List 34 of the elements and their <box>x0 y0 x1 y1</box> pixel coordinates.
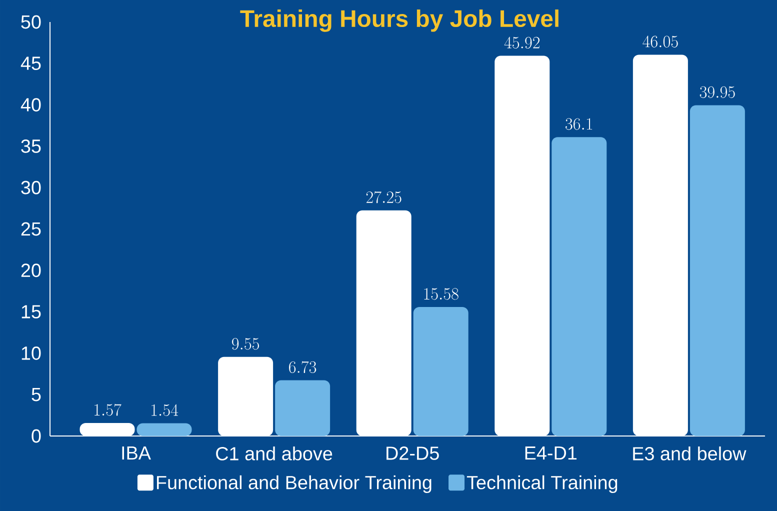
data-label: 1 .54 <box>152 404 178 416</box>
y-tick-label: 5 <box>32 388 41 402</box>
bar <box>275 380 330 436</box>
data-label: 6.73 <box>289 361 316 374</box>
y-tick-label: 50 <box>21 15 41 29</box>
y-tick-label: 20 <box>21 264 41 278</box>
bar <box>136 423 192 436</box>
x-tick-label: IBA <box>122 446 151 460</box>
y-tick-label: 45 <box>20 56 41 70</box>
x-tick-label: C1 and above <box>216 446 332 460</box>
data-label: 9.55 <box>232 338 260 350</box>
chart-title: Training Hours by Job Level <box>240 9 558 32</box>
x-tick-label: E4-D1 <box>525 446 577 460</box>
data-label: 45.92 <box>504 36 540 49</box>
legend-label: Technical Training <box>466 475 618 493</box>
y-tick-label: 35 <box>21 139 41 153</box>
y-tick-label: 25 <box>21 222 41 236</box>
y-tick-label: 0 <box>32 429 41 443</box>
bar <box>690 105 745 436</box>
data-label: 27.25 <box>366 191 402 204</box>
y-tick-label: 10 <box>22 346 41 360</box>
data-label: 1 .57 <box>94 404 122 416</box>
data-label: 39.95 <box>700 86 735 98</box>
y-tick-label: 40 <box>20 98 41 112</box>
data-label: 46.05 <box>642 36 678 48</box>
data-label: 15.58 <box>424 288 458 300</box>
bar <box>552 137 607 436</box>
x-tick-label: D2-D5 <box>386 446 439 460</box>
x-tick-label: E3 and below <box>633 446 746 460</box>
data-label: 36. 1 <box>566 118 592 130</box>
bar <box>413 306 468 436</box>
y-tick-label: 30 <box>21 180 41 194</box>
legend-label: Functional and Behavior Training <box>156 475 432 493</box>
y-tick-label: 15 <box>22 305 41 318</box>
